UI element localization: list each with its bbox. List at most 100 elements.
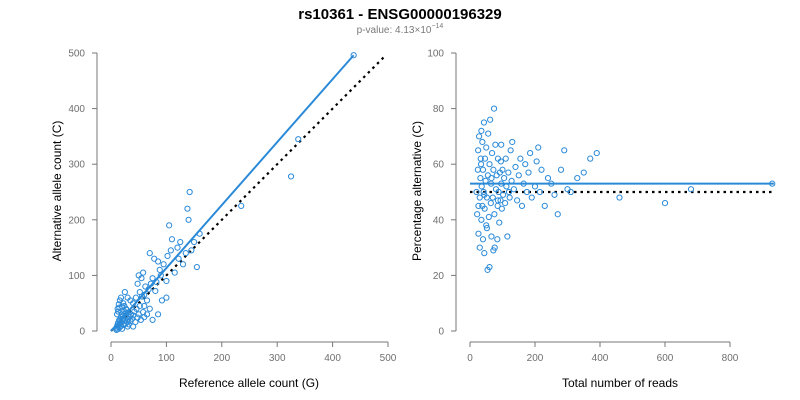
left-x-tick-label: 300 <box>269 353 286 364</box>
right-data-point <box>509 138 516 146</box>
subtitle-mantissa: 4.13 <box>395 25 415 36</box>
chart-title: rs10361 - ENSG00000196329 <box>298 6 502 23</box>
right-x-tick-label: 400 <box>592 353 609 364</box>
right-data-point <box>487 116 494 123</box>
right-scatter-panel: 0 200 400 600 800 0 20 40 60 80 100 Total number o… <box>410 49 776 390</box>
left-data-point <box>152 287 159 295</box>
left-x-tick-label: 200 <box>213 353 230 364</box>
left-data-point <box>193 263 200 271</box>
left-scatter-panel: 0 100 200 300 400 500 0 100 200 300 400 500 Referen… <box>50 49 397 391</box>
right-data-point <box>499 166 506 173</box>
right-data-point <box>486 263 493 271</box>
right-data-point <box>498 205 505 212</box>
right-data-point <box>498 141 505 148</box>
right-data-point <box>490 105 498 112</box>
right-data-point <box>488 175 495 182</box>
right-data-point <box>504 233 511 240</box>
right-y-tick-label: 60 <box>433 160 445 171</box>
left-x-tick-label: 0 <box>108 353 114 364</box>
right-x-tick-label: 0 <box>467 353 473 364</box>
right-data-point <box>485 130 492 137</box>
right-data-point <box>478 216 485 223</box>
right-data-point <box>476 244 483 251</box>
right-data-point <box>485 213 492 221</box>
right-data-point <box>490 166 497 173</box>
left-data-point <box>186 188 193 196</box>
right-data-point <box>544 175 552 182</box>
right-data-point <box>479 138 486 146</box>
left-data-point <box>132 294 140 301</box>
left-data-point <box>171 269 178 276</box>
right-data-point <box>515 172 522 179</box>
right-data-point <box>514 197 521 204</box>
right-data-point <box>487 200 494 207</box>
right-data-point <box>522 161 529 168</box>
left-data-point <box>149 316 156 323</box>
left-data-point <box>175 255 182 262</box>
subtitle-exponent: −14 <box>431 23 443 30</box>
left-data-point <box>142 283 149 290</box>
left-data-point <box>163 294 170 301</box>
left-data-point <box>184 205 191 212</box>
right-data-point <box>497 197 504 204</box>
right-y-tick-label: 80 <box>433 104 445 115</box>
left-fit-line-group <box>110 54 355 332</box>
right-data-point <box>479 166 487 173</box>
left-data-point <box>179 261 187 268</box>
left-data-point <box>164 252 171 260</box>
left-data-point <box>130 323 137 330</box>
right-data-point <box>478 127 485 134</box>
right-data-point <box>536 188 543 196</box>
right-data-point <box>551 191 558 198</box>
right-data-point <box>505 169 512 176</box>
right-data-point <box>533 158 540 165</box>
subtitle-base: 10 <box>420 25 432 36</box>
right-data-point <box>494 197 502 204</box>
right-data-point <box>593 149 600 157</box>
left-data-point <box>120 300 127 307</box>
right-data-point <box>491 211 498 218</box>
left-data-point <box>185 216 192 223</box>
left-data-point <box>149 275 156 282</box>
left-data-point <box>182 250 189 257</box>
left-data-point <box>163 277 170 285</box>
right-x-tick-label: 800 <box>722 353 739 364</box>
right-data-point <box>616 194 623 201</box>
right-data-point <box>502 200 509 207</box>
right-data-point <box>480 188 487 196</box>
left-data-point <box>174 244 181 251</box>
subtitle-prefix: p-value: <box>357 25 395 36</box>
left-data-point <box>143 297 151 304</box>
right-y-tick-label: 100 <box>427 49 444 60</box>
right-data-point <box>518 202 526 209</box>
right-data-point <box>523 188 530 196</box>
right-y-axis-label: Percentage alternative (C) <box>410 121 424 261</box>
right-data-point <box>480 119 488 126</box>
right-data-point <box>490 247 497 254</box>
right-data-point <box>567 188 574 196</box>
left-fit-line <box>110 54 355 332</box>
left-data-point <box>113 311 121 318</box>
right-data-point <box>479 236 487 243</box>
right-data-point <box>475 147 482 154</box>
left-data-point <box>295 136 302 143</box>
right-data-point <box>476 133 483 140</box>
right-data-point <box>502 155 509 162</box>
right-data-point <box>527 149 534 157</box>
left-data-point <box>287 173 295 180</box>
left-data-point <box>160 261 167 268</box>
right-data-point <box>481 250 488 257</box>
right-data-point <box>587 155 594 162</box>
left-reference-line-group <box>110 55 387 332</box>
left-data-point <box>191 238 198 246</box>
left-reference-line <box>110 55 387 332</box>
right-data-point <box>517 155 524 162</box>
left-data-point <box>116 324 123 331</box>
right-data-point <box>554 211 561 218</box>
left-y-axis-label: Alternative allele count (C) <box>50 121 64 262</box>
right-data-point <box>496 219 503 226</box>
right-data-point <box>489 149 496 157</box>
right-x-tick-label: 200 <box>527 353 544 364</box>
left-data-point <box>117 294 125 301</box>
right-data-point <box>497 158 504 165</box>
